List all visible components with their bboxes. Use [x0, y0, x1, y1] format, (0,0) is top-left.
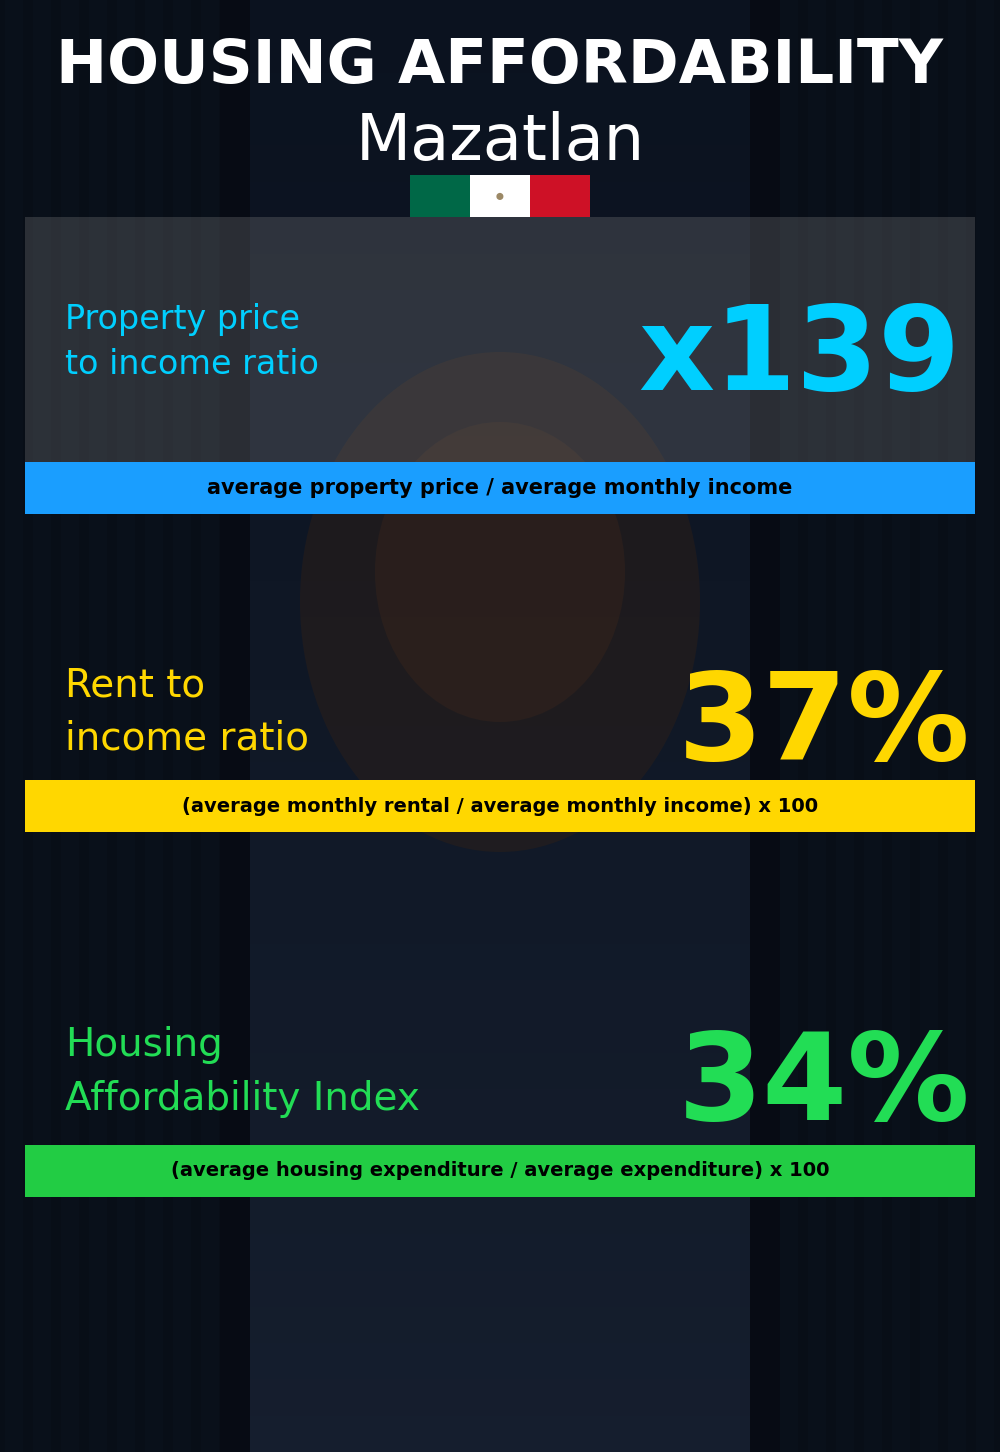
Bar [25, 462, 975, 514]
Bar [250, 1270, 750, 1307]
Bar [25, 216, 975, 513]
Bar [780, 0, 1000, 1452]
Bar [250, 1162, 750, 1198]
Bar [250, 254, 750, 290]
Bar [250, 581, 750, 617]
Bar [250, 399, 750, 436]
Bar [948, 0, 966, 1452]
Text: ⬤: ⬤ [496, 193, 504, 199]
Bar [5, 0, 23, 1452]
Bar [20, 0, 120, 1452]
Ellipse shape [375, 423, 625, 722]
Bar [250, 653, 750, 690]
Bar [250, 799, 750, 835]
Bar [470, 176, 530, 216]
Bar [976, 0, 994, 1452]
Text: HOUSING AFFORDABILITY: HOUSING AFFORDABILITY [56, 38, 944, 96]
Bar [530, 176, 590, 216]
Bar [250, 472, 750, 508]
Bar [173, 0, 191, 1452]
Bar [250, 1307, 750, 1343]
Text: x139: x139 [638, 299, 960, 414]
Bar [250, 1089, 750, 1125]
Bar [250, 835, 750, 871]
Bar [250, 871, 750, 908]
Bar [0, 0, 150, 1452]
Bar [250, 980, 750, 1016]
Bar [892, 0, 910, 1452]
Bar [808, 0, 826, 1452]
Bar [250, 1053, 750, 1089]
Bar [250, 36, 750, 73]
Bar [250, 1416, 750, 1452]
Bar [89, 0, 107, 1452]
Bar [410, 176, 470, 216]
Bar [25, 780, 975, 832]
Bar [250, 109, 750, 145]
Bar [250, 182, 750, 218]
Text: 34%: 34% [677, 1028, 970, 1146]
Bar [250, 1379, 750, 1416]
Bar [250, 690, 750, 726]
Text: (average housing expenditure / average expenditure) x 100: (average housing expenditure / average e… [171, 1162, 829, 1180]
Bar [250, 1198, 750, 1234]
Bar [864, 0, 882, 1452]
Bar [836, 0, 854, 1452]
Bar [250, 544, 750, 581]
Text: 37%: 37% [677, 668, 970, 786]
Bar [250, 908, 750, 944]
Bar [850, 0, 1000, 1452]
Text: (average monthly rental / average monthly income) x 100: (average monthly rental / average monthl… [182, 797, 818, 816]
Bar [250, 1016, 750, 1053]
Text: Mazatlan: Mazatlan [355, 110, 645, 173]
Bar [61, 0, 79, 1452]
Bar [250, 145, 750, 182]
Bar [250, 0, 750, 36]
Bar [250, 327, 750, 363]
Bar [250, 73, 750, 109]
Bar [145, 0, 163, 1452]
Text: Property price
to income ratio: Property price to income ratio [65, 302, 319, 382]
Bar [25, 1146, 975, 1196]
Bar [33, 0, 51, 1452]
Bar [201, 0, 219, 1452]
Bar [117, 0, 135, 1452]
Bar [250, 218, 750, 254]
Bar [250, 1343, 750, 1379]
Bar [250, 726, 750, 762]
Bar [250, 363, 750, 399]
Bar [250, 944, 750, 980]
Bar [250, 762, 750, 799]
Text: Rent to
income ratio: Rent to income ratio [65, 666, 309, 758]
Bar [250, 1234, 750, 1270]
Ellipse shape [300, 351, 700, 852]
Bar [250, 508, 750, 544]
Bar [920, 0, 938, 1452]
Bar [250, 617, 750, 653]
Bar [250, 1125, 750, 1162]
Bar [880, 0, 980, 1452]
Text: Housing
Affordability Index: Housing Affordability Index [65, 1027, 420, 1118]
Bar [0, 0, 220, 1452]
Bar [250, 290, 750, 327]
Bar [780, 0, 798, 1452]
Text: average property price / average monthly income: average property price / average monthly… [207, 478, 793, 498]
Bar [250, 436, 750, 472]
